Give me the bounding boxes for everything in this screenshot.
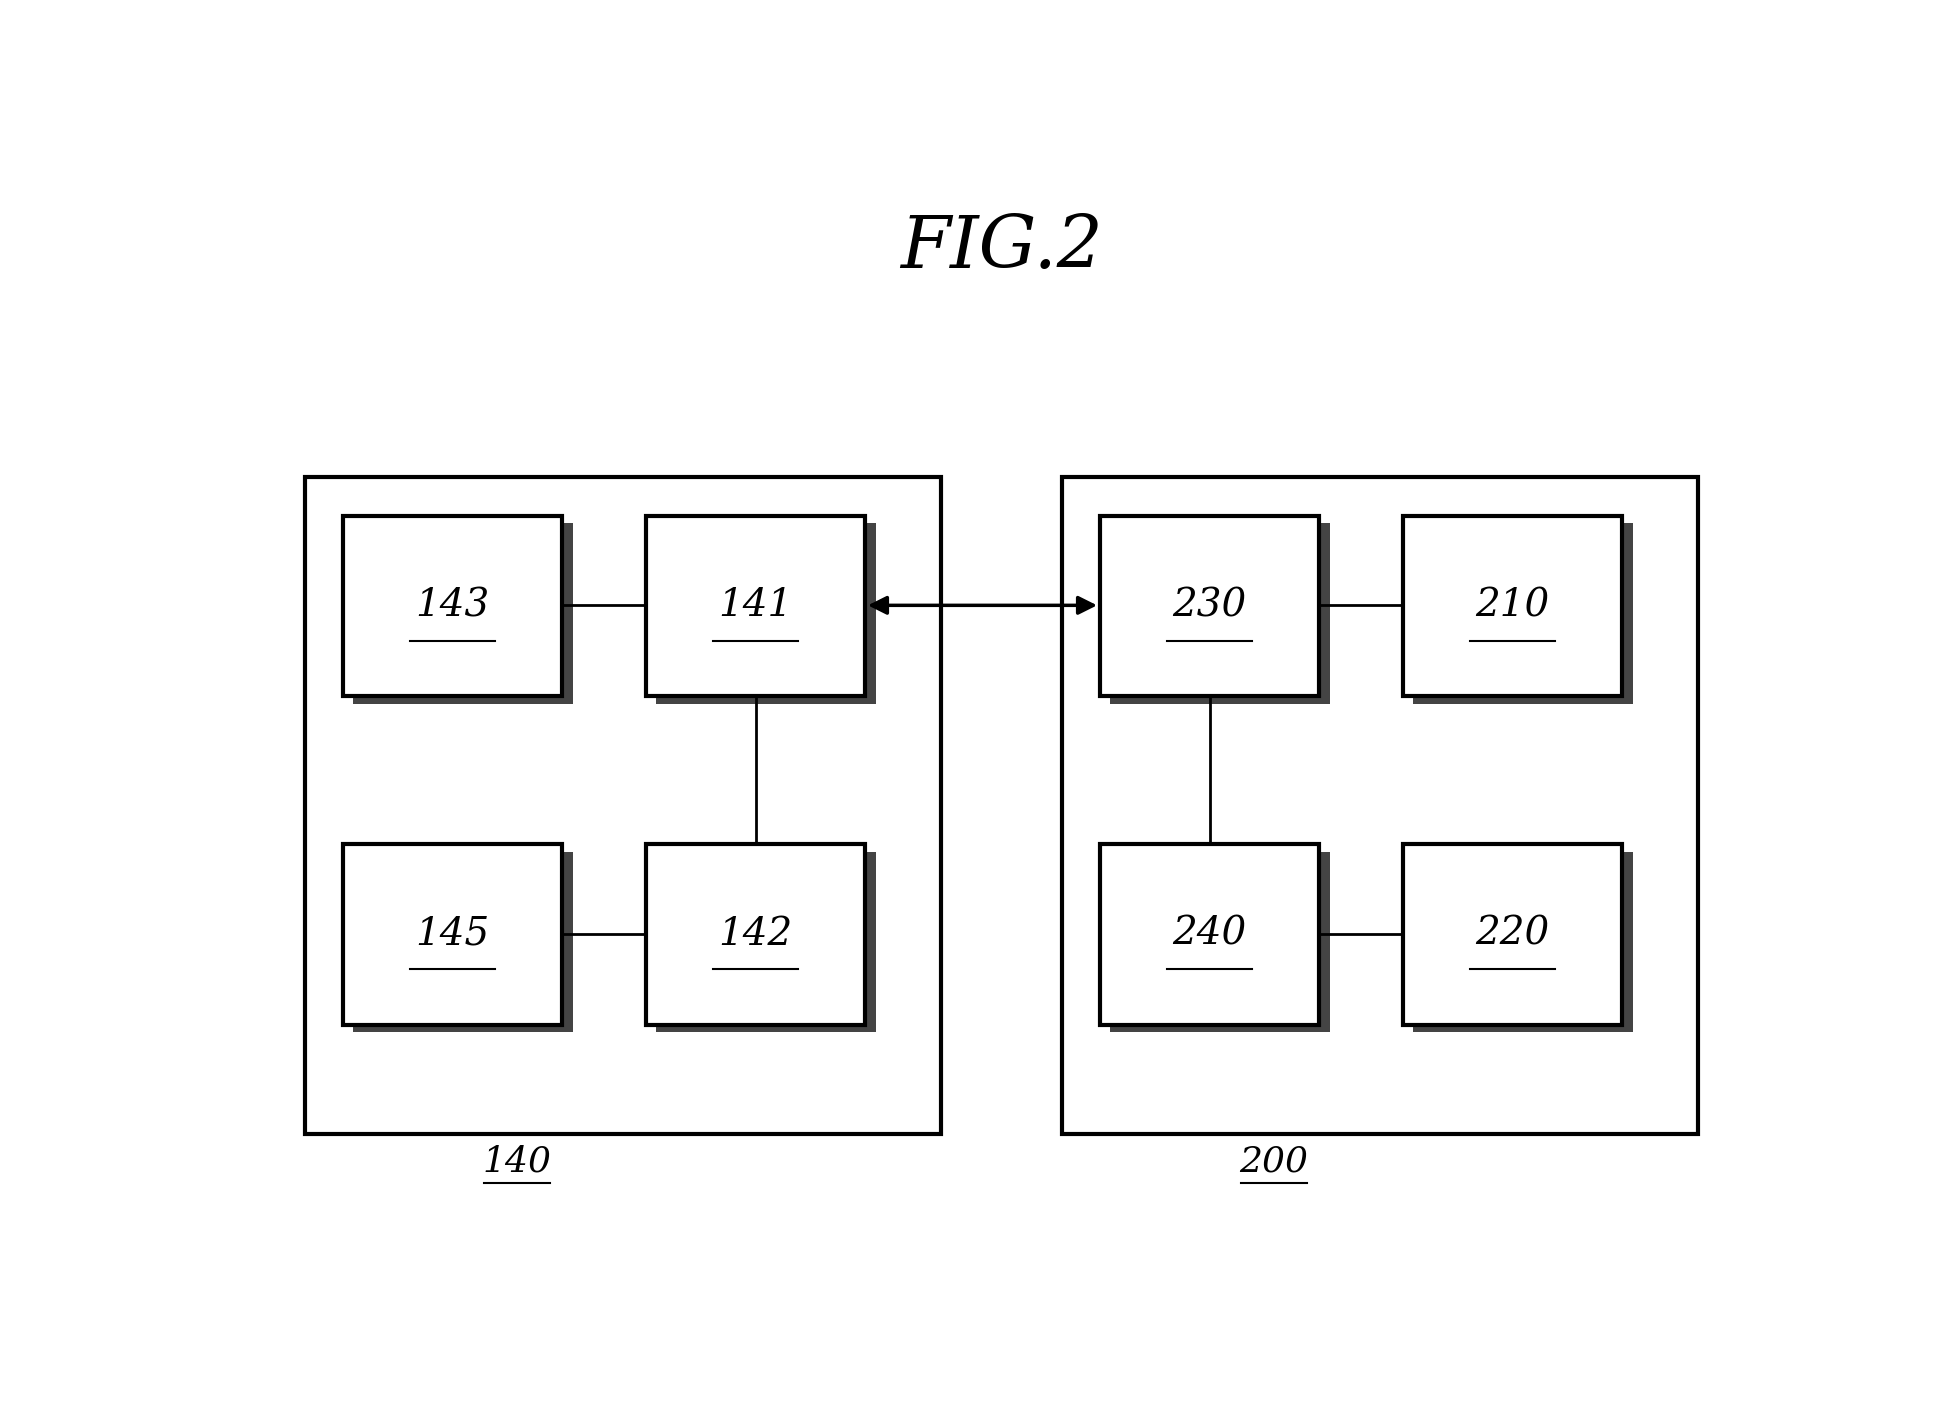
Text: 200: 200 <box>1239 1145 1309 1179</box>
Text: FIG.2: FIG.2 <box>901 212 1102 283</box>
Bar <box>354 523 573 704</box>
Text: 210: 210 <box>1475 587 1550 624</box>
Text: 240: 240 <box>1172 916 1247 953</box>
Bar <box>1413 852 1634 1032</box>
FancyArrowPatch shape <box>871 597 1092 613</box>
Text: 145: 145 <box>416 916 490 953</box>
Text: 220: 220 <box>1475 916 1550 953</box>
Text: 143: 143 <box>416 587 490 624</box>
Bar <box>1110 523 1331 704</box>
Bar <box>1110 852 1331 1032</box>
Bar <box>1403 845 1622 1025</box>
Bar <box>1413 523 1634 704</box>
Bar <box>657 852 875 1032</box>
Bar <box>1100 845 1319 1025</box>
Bar <box>305 478 942 1135</box>
Text: 141: 141 <box>719 587 793 624</box>
Bar <box>645 845 866 1025</box>
Bar <box>1063 478 1698 1135</box>
Bar <box>1100 516 1319 697</box>
Bar <box>342 845 563 1025</box>
Bar <box>342 516 563 697</box>
Bar <box>657 523 875 704</box>
Bar <box>354 852 573 1032</box>
Text: 230: 230 <box>1172 587 1247 624</box>
Text: 140: 140 <box>483 1145 551 1179</box>
Text: 142: 142 <box>719 916 793 953</box>
Bar <box>1403 516 1622 697</box>
Bar <box>645 516 866 697</box>
